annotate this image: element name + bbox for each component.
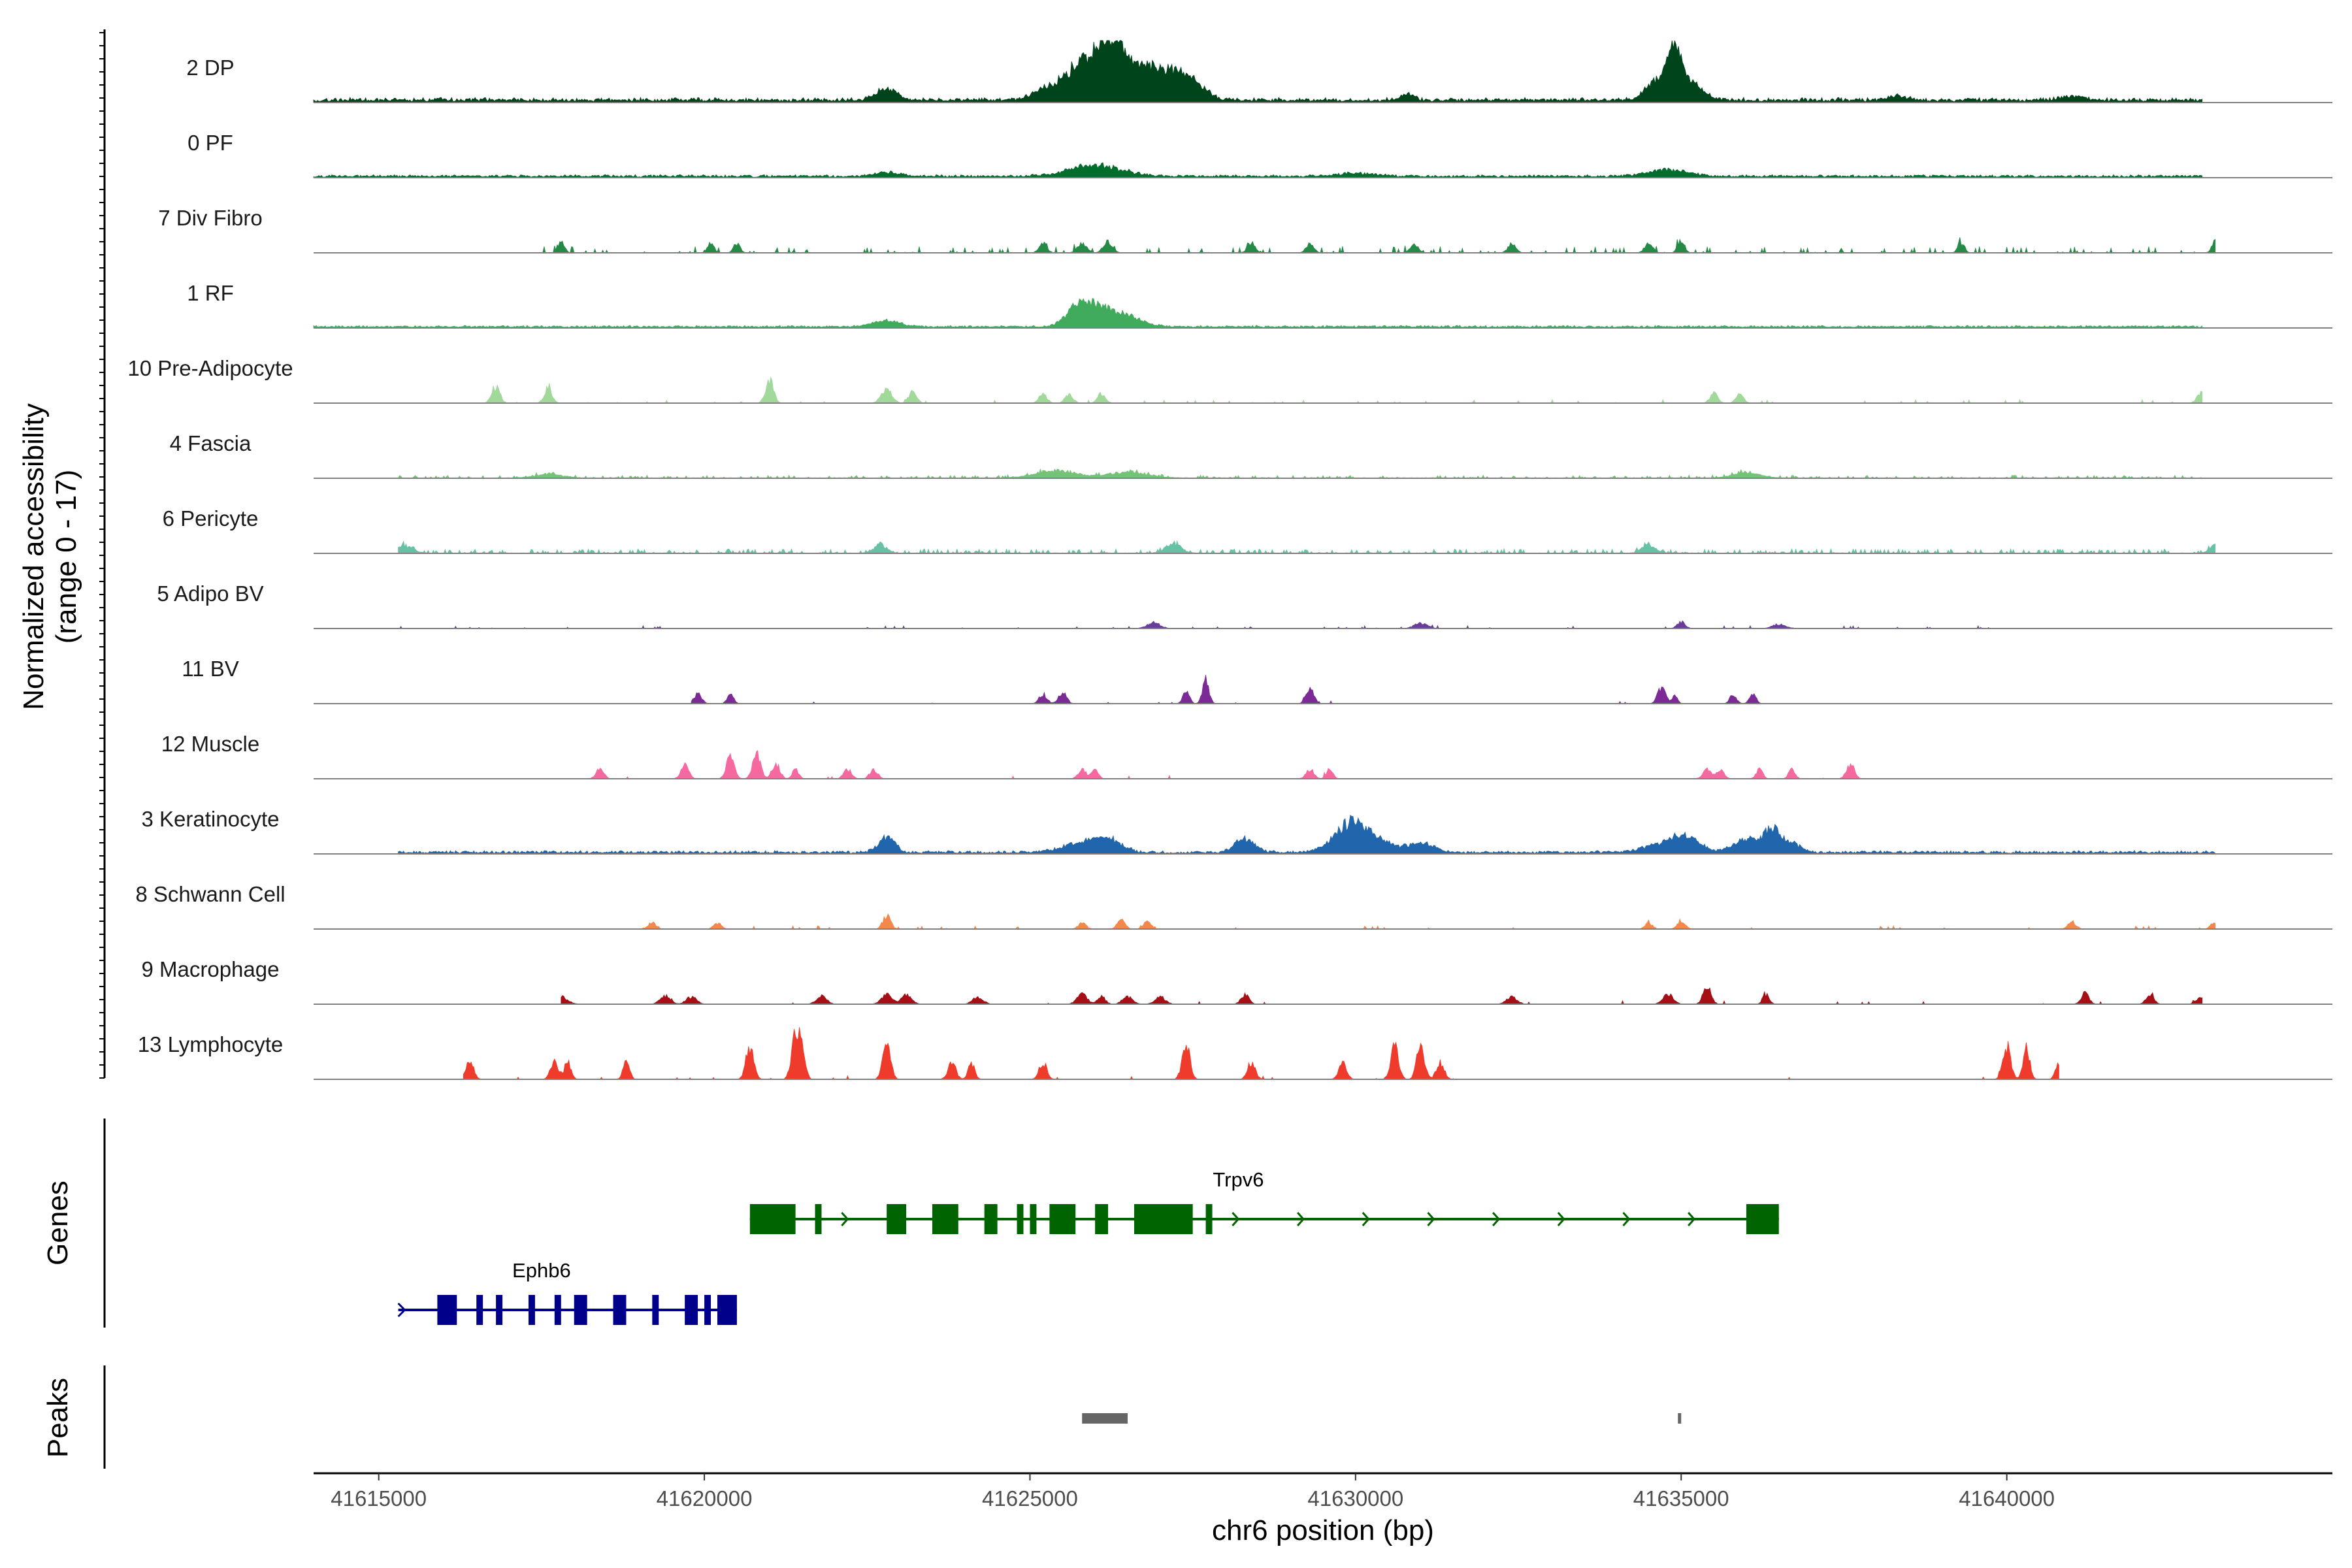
gene-exon xyxy=(1017,1204,1024,1234)
gene-models: Trpv6 Ephb6 xyxy=(397,1168,1779,1325)
track-signal xyxy=(313,298,2202,329)
gene-ephb6: Ephb6 xyxy=(397,1259,737,1325)
track-label: 4 Fascia xyxy=(170,431,252,455)
track-7-div-fibro: 7 Div Fibro xyxy=(158,206,2332,254)
x-axis: 41615000 41620000 41625000 41630000 41635000… xyxy=(314,1472,2332,1546)
track-5-adipo-bv: 5 Adipo BV xyxy=(157,581,2332,629)
track-12-muscle: 12 Muscle xyxy=(161,732,2332,779)
strand-arrows xyxy=(397,1302,406,1318)
strand-chevron xyxy=(1492,1211,1501,1227)
x-axis-title: chr6 position (bp) xyxy=(1212,1514,1434,1546)
strand-chevron xyxy=(1427,1211,1435,1227)
track-label: 5 Adipo BV xyxy=(157,581,263,606)
track-0-pf: 0 PF xyxy=(188,131,2332,178)
track-3-keratinocyte: 3 Keratinocyte xyxy=(142,807,2332,855)
peak-region xyxy=(1678,1413,1682,1424)
track-1-rf: 1 RF xyxy=(187,281,2332,329)
y-axis-title-line2: (range 0 - 17) xyxy=(50,470,82,644)
x-tick-label: 41635000 xyxy=(1633,1486,1729,1511)
x-tick-label: 41620000 xyxy=(657,1486,753,1511)
gene-exon xyxy=(613,1295,627,1325)
track-label: 10 Pre-Adipocyte xyxy=(127,356,293,380)
peak-regions xyxy=(1082,1413,1682,1424)
coverage-y-axis xyxy=(99,29,106,1079)
track-label: 11 BV xyxy=(182,657,238,681)
track-label: 6 Pericyte xyxy=(163,506,259,531)
genes-panel-label: Genes xyxy=(42,1181,74,1266)
gene-exon xyxy=(749,1204,796,1234)
gene-exon xyxy=(1746,1204,1779,1234)
track-label: 12 Muscle xyxy=(161,732,259,756)
gene-exon xyxy=(685,1295,698,1325)
strand-arrows xyxy=(841,1211,1696,1227)
x-tick-label: 41625000 xyxy=(982,1486,1078,1511)
track-signal xyxy=(313,162,2202,178)
strand-chevron xyxy=(1557,1211,1565,1227)
track-9-macrophage: 9 Macrophage xyxy=(142,957,2332,1005)
gene-exon xyxy=(652,1295,659,1325)
gene-label: Trpv6 xyxy=(1213,1168,1264,1191)
peaks-panel-label: Peaks xyxy=(42,1378,74,1458)
track-label: 8 Schwann Cell xyxy=(135,882,285,906)
track-signal xyxy=(313,40,2202,103)
x-tick-label: 41640000 xyxy=(1959,1486,2055,1511)
x-axis-ticks: 41615000 41620000 41625000 41630000 41635000… xyxy=(331,1473,2055,1511)
track-2-dp: 2 DP xyxy=(186,40,2332,103)
strand-chevron xyxy=(1232,1211,1240,1227)
track-label: 1 RF xyxy=(187,281,234,305)
x-tick-label: 41630000 xyxy=(1307,1486,1403,1511)
track-signal xyxy=(398,814,2215,855)
strand-chevron xyxy=(1688,1211,1696,1227)
track-label: 3 Keratinocyte xyxy=(142,807,280,831)
coverage-y-axis-ticks xyxy=(99,32,105,1079)
track-label: 0 PF xyxy=(188,131,233,155)
gene-exon xyxy=(528,1295,535,1325)
gene-exon xyxy=(704,1295,711,1325)
gene-exon xyxy=(887,1204,907,1234)
gene-exon xyxy=(1030,1204,1037,1234)
track-10-pre-adipocyte: 10 Pre-Adipocyte xyxy=(127,356,2332,404)
track-6-pericyte: 6 Pericyte xyxy=(163,506,2332,554)
gene-exon xyxy=(1049,1204,1076,1234)
x-tick-label: 41615000 xyxy=(331,1486,427,1511)
gene-exon xyxy=(1205,1204,1213,1234)
y-axis-title-line1: Normalized accessibility xyxy=(18,403,50,710)
track-13-lymphocyte: 13 Lymphocyte xyxy=(138,1027,2332,1080)
gene-exon xyxy=(717,1295,737,1325)
peak-region xyxy=(1082,1413,1128,1424)
gene-exon xyxy=(496,1295,503,1325)
track-label: 9 Macrophage xyxy=(142,957,280,981)
gene-exon xyxy=(476,1295,483,1325)
gene-exon xyxy=(574,1295,587,1325)
genes-panel: Genes Trpv6 Ephb6 xyxy=(42,1119,1779,1328)
track-label: 13 Lymphocyte xyxy=(138,1032,284,1056)
track-11-bv: 11 BV xyxy=(182,657,2332,704)
strand-chevron xyxy=(1362,1211,1370,1227)
strand-chevron xyxy=(1622,1211,1631,1227)
gene-exon xyxy=(1095,1204,1109,1234)
gene-exon xyxy=(932,1204,958,1234)
gene-exon xyxy=(984,1204,998,1234)
strand-chevron xyxy=(1296,1211,1305,1227)
gene-exon xyxy=(554,1295,561,1325)
track-4-fascia: 4 Fascia xyxy=(170,431,2332,479)
strand-chevron xyxy=(397,1302,406,1318)
peaks-panel: Peaks xyxy=(42,1365,1682,1469)
track-label: 7 Div Fibro xyxy=(158,206,263,230)
track-8-schwann-cell: 8 Schwann Cell xyxy=(135,882,2332,930)
gene-exon xyxy=(1134,1204,1193,1234)
coverage-tracks: 2 DP 0 PF 7 Div Fibro 1 RF 10 Pre-Adipocyte 4… xyxy=(127,40,2332,1080)
gene-exon xyxy=(815,1204,822,1234)
strand-chevron xyxy=(841,1211,849,1227)
track-label: 2 DP xyxy=(186,56,234,80)
gene-trpv6: Trpv6 xyxy=(749,1168,1779,1234)
gene-exon xyxy=(437,1295,457,1325)
gene-label: Ephb6 xyxy=(512,1259,571,1282)
